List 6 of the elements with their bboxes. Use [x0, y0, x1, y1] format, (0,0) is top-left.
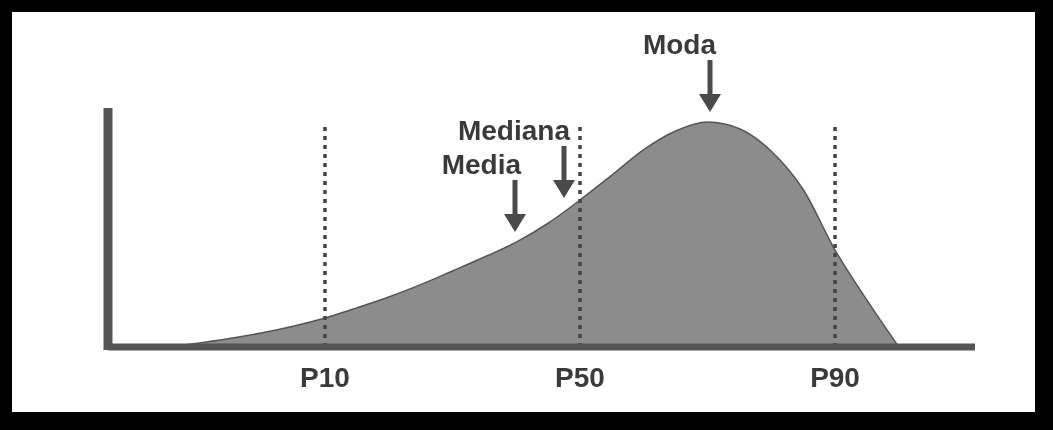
text: Moda	[642, 29, 717, 60]
annotation: Media	[441, 149, 522, 180]
annotation: Mediana	[457, 115, 571, 146]
x-tick-label: P10	[300, 362, 350, 393]
x-tick-label: P90	[810, 362, 860, 393]
x-tick-label: P50	[555, 362, 605, 393]
